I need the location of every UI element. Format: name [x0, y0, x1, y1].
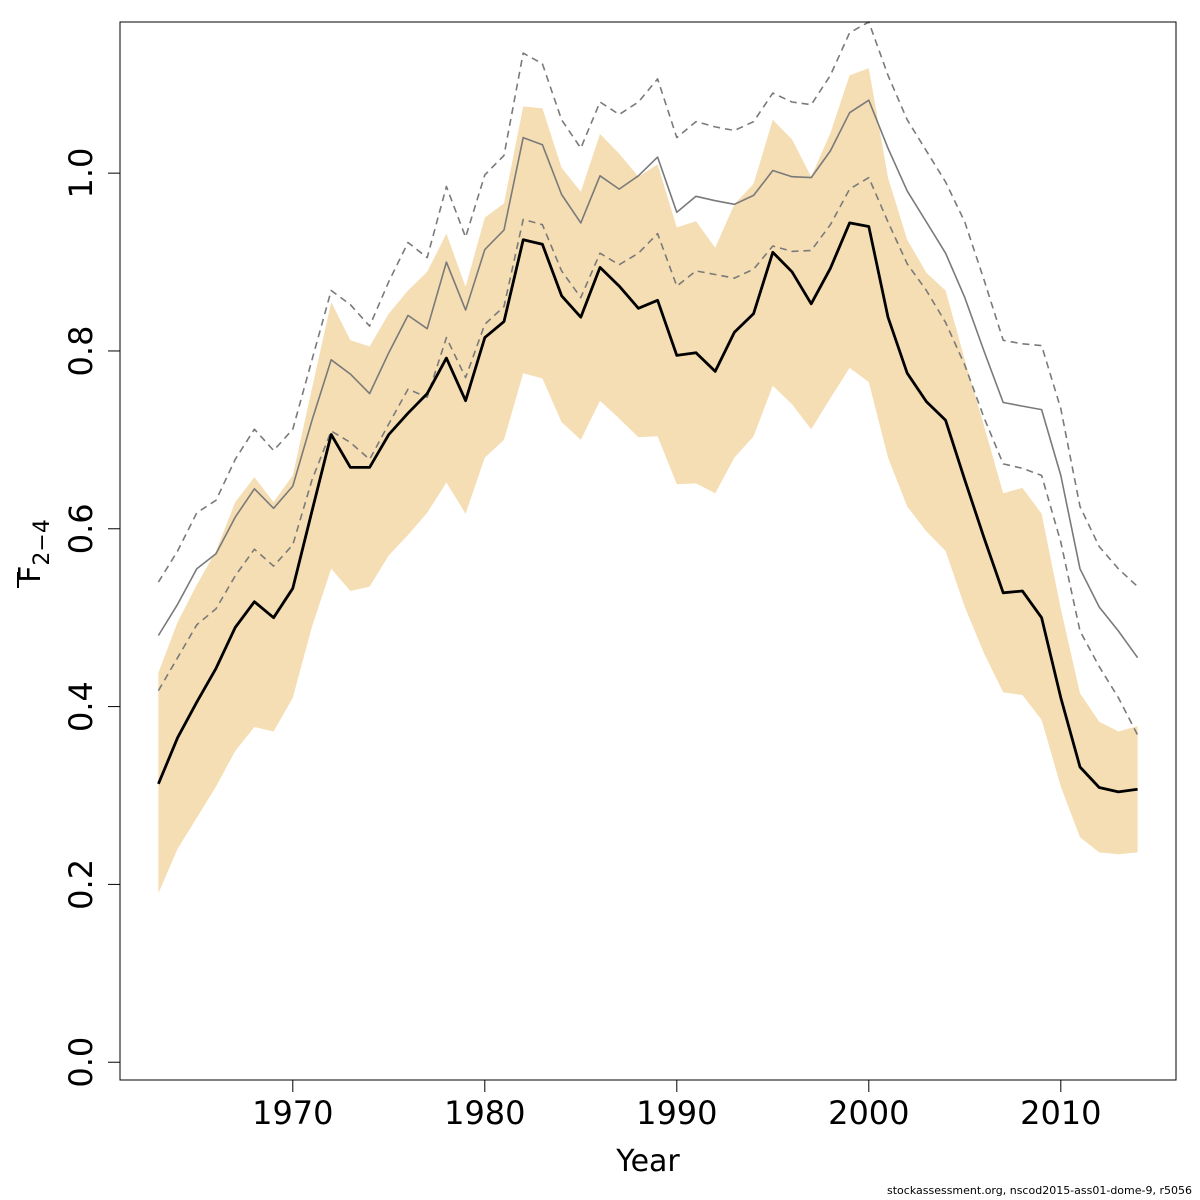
- y-tick-label: 1.0: [62, 148, 100, 199]
- x-tick-label: 1990: [636, 1094, 717, 1132]
- x-tick-label: 2010: [1020, 1094, 1101, 1132]
- x-axis: 1970 1980 1990 2000 2010: [252, 1079, 1102, 1132]
- y-tick-label: 0.8: [62, 326, 100, 377]
- confidence-band: [158, 68, 1138, 894]
- y-tick-label: 0.2: [62, 859, 100, 910]
- confidence-band-layer: [158, 68, 1138, 894]
- y-axis-title-subscript: 2−4: [30, 519, 55, 565]
- footer-credit: stockassessment.org, nscod2015-ass01-dom…: [887, 1184, 1192, 1197]
- y-axis: 0.0 0.2 0.4 0.6 0.8 1.0: [62, 148, 121, 1088]
- x-tick-label: 1970: [252, 1094, 333, 1132]
- estimate-line: [157, 221, 1138, 794]
- x-tick-label: 2000: [828, 1094, 909, 1132]
- retro-lower-line: [157, 176, 1139, 736]
- y-axis-title: F2−4: [13, 519, 55, 588]
- y-axis-title-base: F: [13, 566, 48, 583]
- series-lines-layer: [157, 21, 1139, 794]
- y-tick-label: 0.4: [62, 681, 100, 732]
- retro-upper-line: [157, 21, 1139, 588]
- x-axis-title: Year: [615, 1144, 680, 1179]
- y-tick-label: 0.6: [62, 503, 100, 554]
- svg-text:F2−4: F2−4: [13, 519, 55, 583]
- x-tick-label: 1980: [444, 1094, 525, 1132]
- retro-central-line: [157, 99, 1139, 659]
- y-tick-label: 0.0: [62, 1037, 100, 1088]
